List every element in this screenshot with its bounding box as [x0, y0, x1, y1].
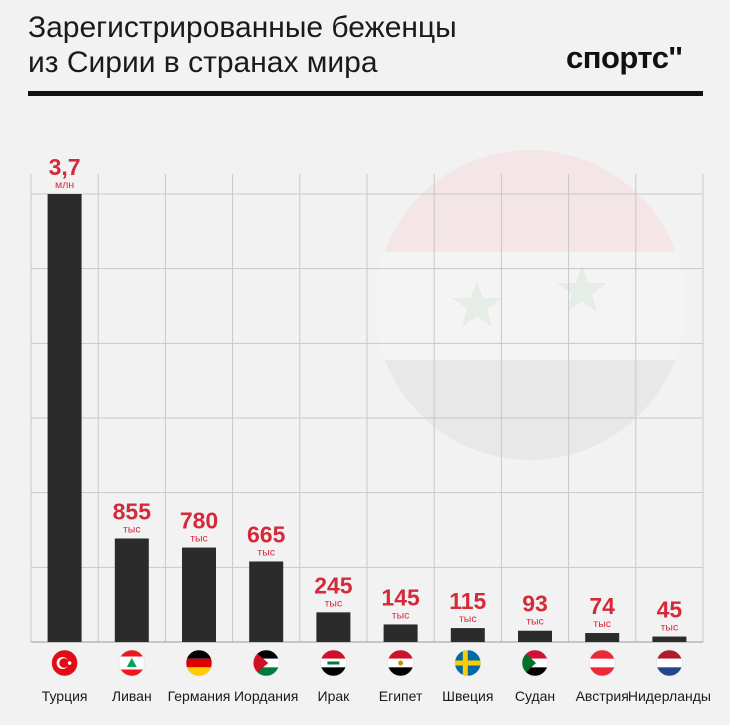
jordan-flag-icon: [253, 650, 280, 676]
title-line-2: из Сирии в странах мира: [28, 46, 378, 79]
title-divider: [28, 91, 703, 96]
bar-3: [182, 547, 216, 642]
bar-7: [450, 628, 485, 642]
chart-title: Зарегистрированные беженцы из Сирии в ст…: [28, 10, 457, 80]
flag-outline: [185, 649, 213, 677]
category-label: Иордания: [234, 688, 298, 704]
flag-outline: [252, 649, 280, 677]
bar-8: [518, 630, 552, 642]
category-label: Германия: [168, 688, 231, 704]
sudan-flag-icon: [522, 650, 548, 676]
flag-outline: [320, 649, 347, 677]
unit-label: тыс: [392, 609, 410, 621]
value-label: 45: [657, 597, 683, 623]
bar-2: [114, 538, 149, 642]
value-label: 115: [449, 588, 486, 614]
flag-outline: [51, 649, 78, 677]
value-label: 145: [381, 584, 420, 610]
category-label: Нидерланды: [628, 688, 711, 704]
category-label: Австрия: [576, 688, 629, 704]
unit-label: тыс: [123, 523, 141, 535]
value-label: 665: [247, 521, 286, 547]
value-label: 245: [314, 572, 353, 598]
flag-outline: [387, 649, 414, 677]
flag-outline: [118, 649, 146, 677]
value-label: 3,7: [49, 154, 81, 180]
category-label: Ливан: [112, 688, 152, 704]
category-label: Судан: [515, 688, 555, 704]
unit-label: тыс: [661, 622, 679, 634]
sportс-logo: спортс'': [566, 40, 683, 75]
bar-10: [652, 636, 687, 642]
title-line-1: Зарегистрированные беженцы: [28, 11, 457, 44]
flag-outline: [521, 649, 549, 677]
value-label: 855: [113, 498, 152, 524]
unit-label: тыс: [190, 533, 208, 545]
iraq-flag-icon: [320, 650, 347, 676]
value-label: 93: [522, 591, 548, 617]
unit-label: тыс: [459, 613, 477, 625]
austria-flag-icon: [589, 650, 616, 676]
bar-9: [585, 633, 620, 642]
lebanon-flag-icon: [118, 650, 145, 676]
unit-label: млн: [55, 179, 74, 191]
egypt-flag-icon: [387, 650, 414, 676]
category-label: Ирак: [318, 688, 351, 704]
unit-label: тыс: [526, 616, 544, 628]
unit-label: тыс: [257, 546, 275, 558]
flag-outline: [588, 649, 616, 677]
germany-flag-icon: [186, 650, 212, 676]
bar-6: [383, 624, 418, 642]
unit-label: тыс: [593, 618, 611, 630]
category-label: Египет: [379, 688, 423, 704]
flag-outline: [454, 649, 482, 677]
flag-outline: [656, 649, 683, 677]
value-label: 74: [589, 593, 615, 619]
netherlands-flag-icon: [656, 650, 683, 676]
unit-label: тыс: [325, 597, 343, 609]
syria-flag-watermark: [375, 150, 685, 460]
bar-5: [316, 612, 351, 642]
sweden-flag-icon: [454, 650, 481, 676]
value-label: 780: [180, 508, 218, 534]
turkey-flag-icon: [51, 650, 78, 676]
category-label: Швеция: [442, 688, 493, 704]
bar-4: [249, 561, 284, 642]
category-label: Турция: [42, 688, 88, 704]
bar-1: [47, 194, 82, 642]
